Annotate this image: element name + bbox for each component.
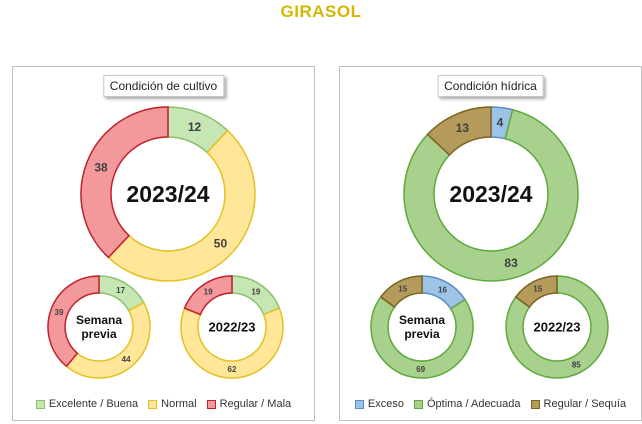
legend-item-regular-mala: Regular / Mala: [206, 398, 291, 410]
data-label: 83: [504, 256, 518, 270]
donut-slice: [514, 275, 558, 309]
data-label: 4: [497, 116, 504, 130]
data-label: 13: [456, 121, 470, 135]
data-label: 62: [228, 365, 237, 374]
panel-condicion-hidrica: Condición hídrica 4 83 13 2023/24 16 69 15 Sem…: [339, 66, 642, 421]
donut-slice: [183, 275, 233, 316]
legend: Exceso Óptima / Adecuada Regular / Sequí…: [340, 398, 641, 410]
legend-swatch: [148, 399, 158, 409]
legend-swatch: [413, 399, 423, 409]
data-label: 19: [251, 287, 260, 296]
panel-title: Condición hídrica: [437, 75, 544, 97]
donut-slice: [80, 106, 169, 259]
data-label: 39: [55, 308, 64, 317]
data-label: 85: [572, 360, 581, 369]
donut-center-label: 2022/23: [534, 320, 581, 335]
data-label: 38: [94, 160, 108, 174]
donut-center-label: 2023/24: [126, 181, 209, 207]
data-label: 15: [398, 285, 407, 294]
legend-item-excelente: Excelente / Buena: [35, 398, 138, 410]
legend-item-exceso: Exceso: [354, 398, 404, 410]
panel-condicion-cultivo: Condición de cultivo 12 50 38 2023/24 17 44 3…: [12, 66, 315, 421]
legend-swatch: [35, 399, 45, 409]
legend-swatch: [354, 399, 364, 409]
donut-slice: [370, 295, 474, 379]
donut-chart-2022-23: 19 62 19 2022/23: [180, 275, 284, 379]
donut-slice: [505, 275, 609, 379]
donut-center-label: Semana: [399, 313, 445, 327]
donut-center-label: previa: [404, 327, 440, 341]
data-label: 17: [116, 286, 125, 295]
legend-item-normal: Normal: [148, 398, 197, 410]
donut-slice: [403, 108, 579, 282]
legend-swatch: [206, 399, 216, 409]
data-label: 50: [214, 236, 228, 250]
donut-slice: [379, 275, 423, 309]
data-label: 12: [188, 120, 202, 134]
donut-center-label: 2023/24: [449, 181, 532, 207]
legend-item-optima: Óptima / Adecuada: [413, 398, 521, 410]
donut-slice: [107, 129, 256, 282]
donut-slice: [426, 106, 492, 157]
donut-chart-2023-24: 12 50 38 2023/24: [80, 106, 256, 282]
donut-slice: [180, 307, 284, 379]
main-title: GIRASOL: [280, 2, 362, 21]
data-label: 69: [416, 365, 425, 374]
data-label: 15: [533, 285, 542, 294]
data-label: 16: [438, 285, 447, 294]
data-label: 19: [204, 287, 213, 296]
data-label: 44: [122, 355, 131, 364]
donut-center-label: previa: [81, 327, 117, 341]
donut-chart-2022-23: 85 15 2022/23: [505, 275, 609, 379]
legend-swatch: [530, 399, 540, 409]
donut-chart-2023-24: 4 83 13 2023/24: [403, 106, 579, 282]
panel-title: Condición de cultivo: [102, 75, 225, 97]
donut-center-label: Semana: [76, 313, 122, 327]
donut-center-label: 2022/23: [209, 320, 256, 335]
legend: Excelente / Buena Normal Regular / Mala: [13, 398, 314, 410]
donut-slice: [47, 275, 100, 368]
legend-item-regular-sequia: Regular / Sequía: [530, 398, 626, 410]
